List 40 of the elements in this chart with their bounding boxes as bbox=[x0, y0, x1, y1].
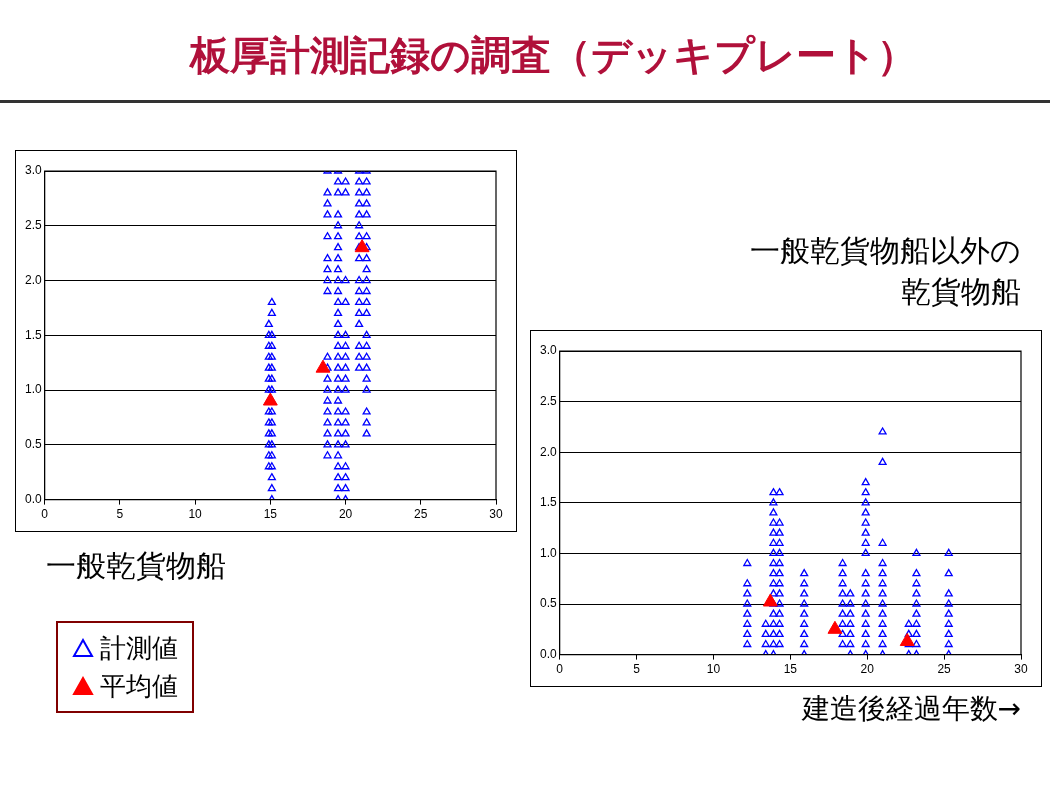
x-tick-label: 15 bbox=[783, 662, 798, 677]
y-tick-label: 0.0 bbox=[24, 491, 42, 506]
point bbox=[262, 392, 278, 406]
x-tick-label: 0 bbox=[41, 507, 49, 522]
chart-title: 一般乾貨物船以外の乾貨物船 bbox=[749, 232, 1021, 311]
point bbox=[899, 632, 915, 646]
text: 板厚計測記録の調査（デッキプレート） bbox=[190, 31, 917, 80]
y-tick-label: 2.0 bbox=[24, 272, 42, 287]
x-tick-label: 10 bbox=[706, 662, 721, 677]
point bbox=[762, 593, 778, 607]
x-tick-label: 20 bbox=[338, 507, 353, 522]
point bbox=[827, 620, 843, 634]
legend-label: 平均値 bbox=[100, 669, 178, 703]
x-tick-label: 5 bbox=[633, 662, 641, 677]
x-tick-label: 5 bbox=[116, 507, 124, 522]
y-tick-label: 3.0 bbox=[24, 163, 42, 178]
y-tick-label: 1.0 bbox=[539, 545, 557, 560]
y-tick-label: 1.5 bbox=[539, 495, 557, 510]
x-tick-label: 0 bbox=[556, 662, 564, 677]
y-tick-label: 3.0 bbox=[539, 343, 557, 358]
x-tick-label: 30 bbox=[489, 507, 503, 522]
x-tick-label: 25 bbox=[937, 662, 952, 677]
y-tick-label: 2.5 bbox=[539, 393, 557, 408]
y-tick-label: 1.0 bbox=[24, 382, 42, 397]
text: 一般乾貨物船 bbox=[46, 547, 227, 585]
point bbox=[354, 239, 370, 253]
y-tick-label: 0.5 bbox=[24, 437, 42, 452]
legend-label: 計測値 bbox=[100, 631, 178, 665]
y-tick-label: 2.0 bbox=[539, 444, 557, 459]
x-tick-label: 20 bbox=[860, 662, 875, 677]
x-tick-label: 30 bbox=[1014, 662, 1028, 677]
x-tick-label: 25 bbox=[414, 507, 428, 522]
x-tick-label: 15 bbox=[263, 507, 278, 522]
y-tick-label: 2.5 bbox=[24, 218, 42, 233]
x-axis-title: 建造後経過年数→ bbox=[801, 691, 1021, 727]
x-tick-label: 10 bbox=[188, 507, 203, 522]
y-tick-label: 0.0 bbox=[539, 646, 557, 661]
point bbox=[315, 359, 331, 373]
y-tick-label: 1.5 bbox=[24, 327, 42, 342]
y-tick-label: 0.5 bbox=[539, 596, 557, 611]
